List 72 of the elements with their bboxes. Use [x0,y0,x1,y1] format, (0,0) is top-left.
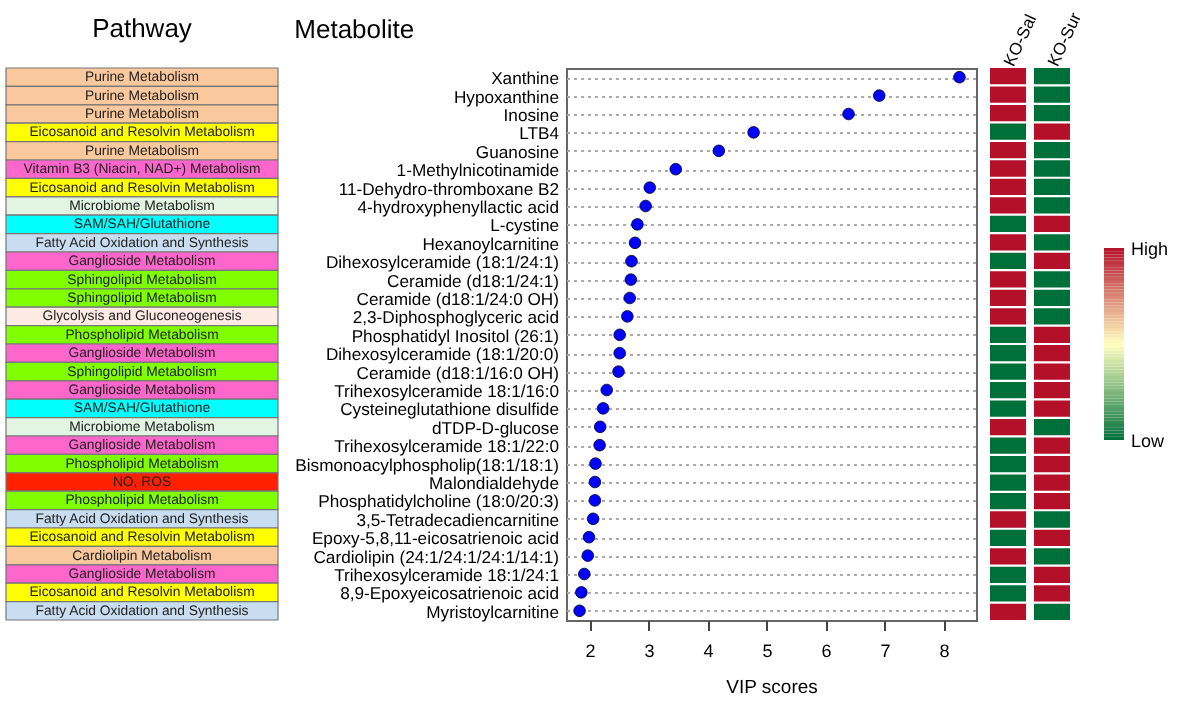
point [588,494,602,507]
point [593,420,607,434]
y-tick-label: Trihexosylceramide 18:1/22:0 [334,436,560,457]
y-tick-label: Hexanoylcarnitine [422,233,560,254]
point [581,549,595,562]
y-tick-label: Ceramide (d18:1/24:1) [387,270,560,291]
y-tick-label: Dihexosylceramide (18:1/20:0) [325,344,560,365]
y-tick-label: 11-Dehydro-thromboxane B2 [338,178,560,199]
point [624,273,638,286]
x-tick-label: 4 [703,641,714,661]
y-tick-label: Trihexosylceramide 18:1/16:0 [334,381,560,401]
point [621,310,634,323]
y-tick-label: 1-Methylnicotinamide [396,160,560,181]
x-tick-label: 7 [880,641,891,661]
y-tick-label: Malondialdehyde [429,473,560,493]
y-tick-label: dTDP-D-glucose [431,417,560,438]
y-tick-label: Ceramide (d18:1/24:0 OH) [356,289,560,309]
point [575,586,588,599]
point [625,254,638,268]
y-tick-label: Inosine [503,105,560,125]
point [623,291,636,305]
text: Metabolite [294,14,415,44]
point [600,383,613,397]
y-tick-label: Guanosine [475,141,560,162]
point [613,346,626,360]
y-tick-label: Cardiolipin (24:1/24:1/24:1/14:1) [313,546,560,567]
point [593,438,606,452]
y-tick-label: Bismonoacylphospholip(18:1/18:1) [295,454,560,475]
x-tick-label: 5 [762,641,773,661]
point [953,70,966,84]
point [589,457,602,470]
point [873,89,886,102]
point [596,402,610,415]
point [586,512,600,526]
y-tick-label: Cysteineglutathione disulfide [340,399,560,420]
point [588,475,602,489]
point [582,530,596,544]
point [747,126,760,139]
x-tick-label: 6 [821,641,832,661]
y-tick-label: Myristoylcarnitine [426,601,560,622]
point [628,236,642,250]
y-tick-label: Hypoxanthine [453,86,560,107]
point [639,199,652,213]
color-bar-label: Low [1131,431,1166,451]
point [613,328,626,342]
x-tick-label: 8 [939,641,950,661]
y-tick-label: Phosphatidyl Inositol (26:1) [351,325,560,346]
y-tick-label: LTB4 [519,123,560,144]
point [578,567,591,581]
point [643,181,656,194]
y-tick-label: L-cystine [490,215,560,236]
point [712,144,726,158]
x-tick-label: 3 [644,641,655,661]
y-tick-label: Ceramide (d18:1/16:0 OH) [356,362,560,383]
point [612,365,625,378]
point [669,162,682,176]
y-tick-label: 3,5-Tetradecadiencarnitine [356,509,560,530]
point [631,218,644,231]
y-tick-label: 4-hydroxyphenyllactic acid [357,197,560,217]
point [573,604,586,618]
y-tick-label: 8,9-Epoxyeicosatrienoic acid [340,583,560,604]
x-axis-title: VIP scores [726,677,819,699]
y-tick-label: Trihexosylceramide 18:1/24:1 [334,565,560,585]
x-tick-label: 2 [585,641,596,661]
y-tick-label: Epoxy-5,8,11-eicosatrienoic acid [311,528,560,549]
y-tick-label: Xanthine [491,68,560,89]
y-tick-label: Phosphatidylcholine (18:0/20:3) [318,491,560,512]
y-tick-label: Dihexosylceramide (18:1/24:1) [325,252,560,273]
color-bar-label: High [1131,239,1169,259]
y-tick-label: 2,3-Diphosphoglyceric acid [352,307,560,328]
point [842,107,855,121]
text: Pathway [92,13,193,44]
